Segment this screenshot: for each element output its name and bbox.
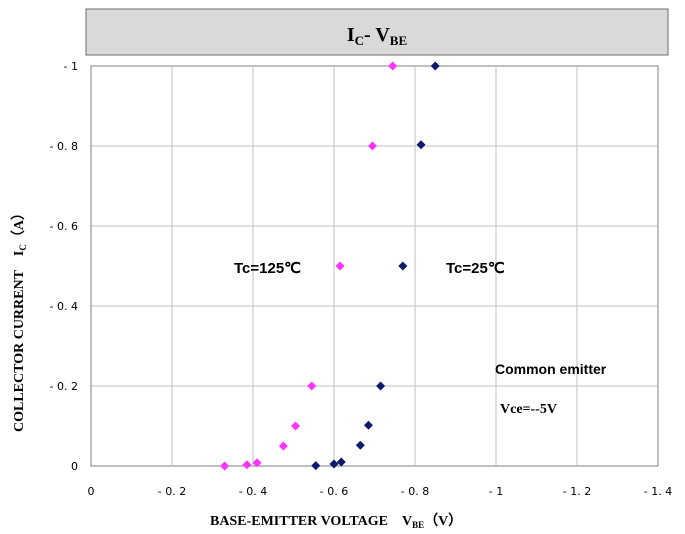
y-tick-label: 0 (71, 460, 78, 473)
point-tc25 (363, 420, 373, 430)
x-tick-label: - 1. 2 (563, 485, 591, 498)
y-tick-label: - 0. 6 (50, 220, 78, 233)
title-box (85, 8, 669, 56)
point-tc125 (278, 441, 288, 451)
y-tick-label: - 0. 8 (50, 140, 78, 153)
x-axis-label: BASE-EMITTER VOLTAGE VBE（V） (210, 513, 462, 530)
y-tick-labels: 0 - 0. 2 - 0. 4 - 0. 6 - 0. 8 - 1 (50, 60, 78, 473)
gridlines (91, 66, 658, 466)
annotation-vce: Vce=--5V (500, 402, 557, 417)
series-label-tc125: Tc=125℃ (234, 260, 301, 277)
point-tc125 (291, 421, 301, 431)
x-tick-labels: 0 - 0. 2 - 0. 4 - 0. 6 - 0. 8 - 1 - 1. 2 - 1. 4 (88, 485, 673, 498)
x-tick-label: - 0. 6 (320, 485, 348, 498)
point-tc125 (367, 141, 377, 151)
plot-area (90, 65, 659, 467)
x-tick-label: - 0. 2 (158, 485, 186, 498)
annotation-common-emitter: Common emitter (495, 361, 607, 377)
point-tc25 (355, 440, 365, 450)
point-tc125 (242, 460, 252, 470)
point-tc25 (416, 140, 426, 150)
data-points (220, 61, 440, 471)
x-tick-label: - 1. 4 (644, 485, 672, 498)
point-tc125 (335, 261, 345, 271)
y-tick-label: - 1 (64, 60, 78, 73)
point-tc25 (376, 381, 386, 391)
point-tc25 (398, 261, 408, 271)
point-tc125 (307, 381, 317, 391)
point-tc25 (430, 61, 440, 71)
point-tc125 (388, 61, 398, 71)
point-tc125 (252, 458, 262, 468)
point-tc25 (311, 461, 321, 471)
x-tick-label: 0 (88, 485, 95, 498)
point-tc125 (220, 461, 230, 471)
x-tick-label: - 0. 4 (239, 485, 267, 498)
chart-title: IC- VBE (347, 24, 407, 48)
x-tick-label: - 1 (489, 485, 503, 498)
point-tc25 (329, 459, 339, 469)
series-label-tc25: Tc=25℃ (446, 260, 505, 277)
point-tc25 (336, 457, 346, 467)
y-tick-label: - 0. 4 (50, 300, 78, 313)
y-axis-label: COLLECTOR CURRENTIC（A） (11, 206, 28, 432)
x-tick-label: - 0. 8 (401, 485, 429, 498)
y-tick-label: - 0. 2 (50, 380, 78, 393)
